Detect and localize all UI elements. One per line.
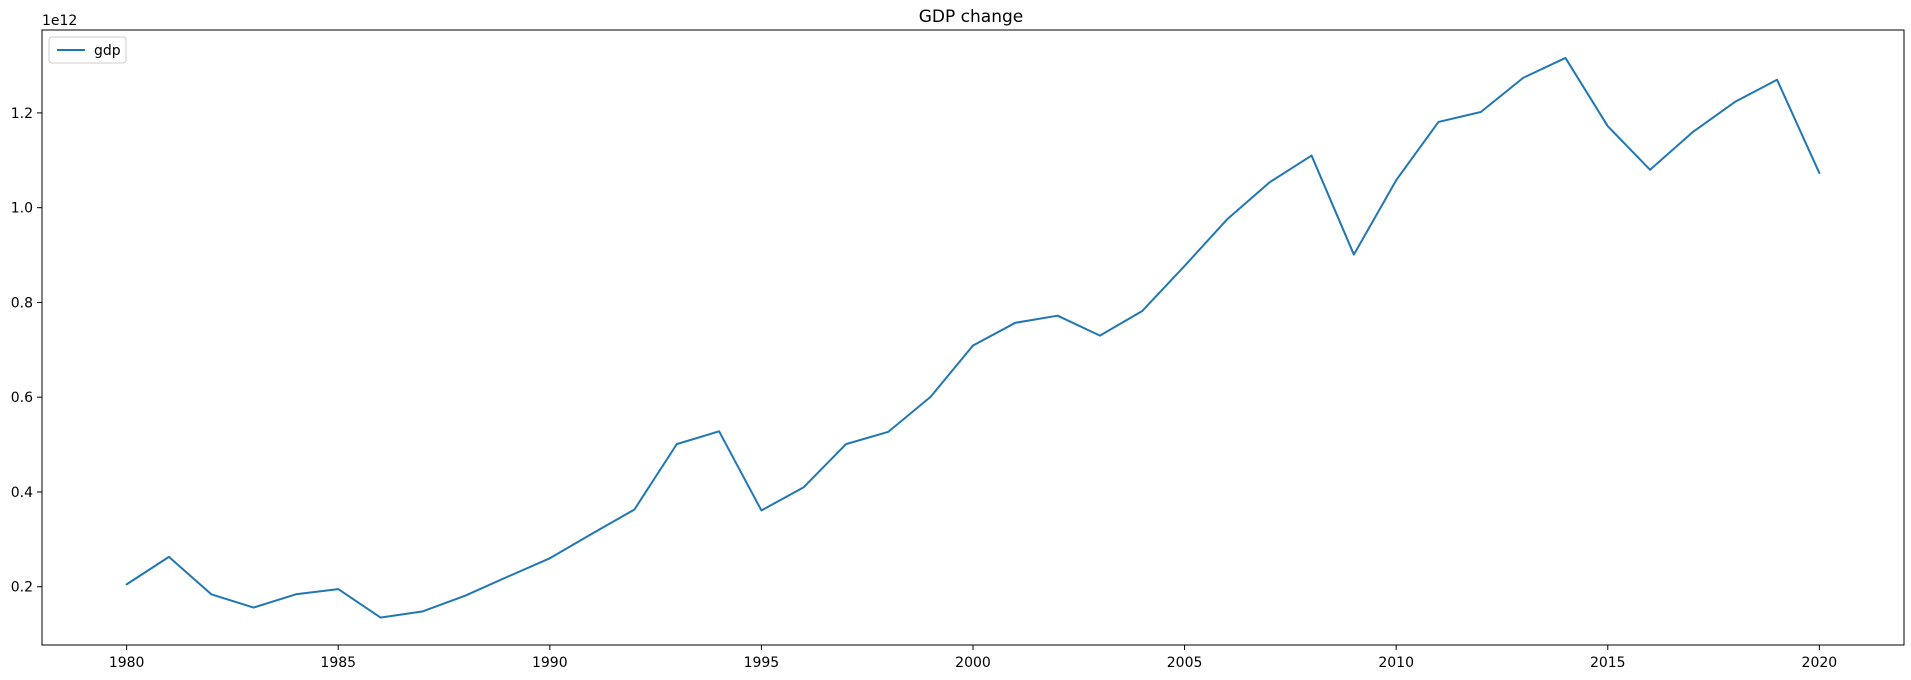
- x-tick-label: 1980: [109, 655, 145, 671]
- x-tick-label: 1990: [532, 655, 568, 671]
- plot-frame: [41, 29, 1905, 646]
- y-tick-label: 0.4: [11, 485, 33, 501]
- x-tick-label: 2010: [1378, 655, 1414, 671]
- x-tick-label: 2000: [955, 655, 991, 671]
- y-tick-label: 0.2: [11, 580, 33, 596]
- x-tick-label: 2020: [1802, 655, 1838, 671]
- y-axis: 0.2 0.4 0.6 0.8 1.0 1.2: [11, 106, 42, 596]
- legend-label: gdp: [94, 43, 121, 59]
- x-tick-label: 2015: [1590, 655, 1626, 671]
- y-tick-label: 0.8: [11, 295, 33, 311]
- x-tick-label: 1985: [320, 655, 356, 671]
- y-offset-label: 1e12: [42, 13, 77, 29]
- x-axis: 1980 1985 1990 1995 2000 2005 2010 2015 2020: [109, 645, 1837, 671]
- y-tick-label: 0.6: [11, 390, 33, 406]
- legend-box: [48, 36, 127, 64]
- x-tick-label: 2005: [1167, 655, 1203, 671]
- plot-lines: [125, 56, 1821, 619]
- chart-title: GDP change: [919, 7, 1023, 27]
- y-tick-label: 1.2: [11, 106, 33, 122]
- series-line-gdp: [125, 56, 1821, 619]
- x-tick-label: 1995: [744, 655, 780, 671]
- y-tick-label: 1.0: [11, 201, 33, 217]
- legend: gdp: [48, 36, 127, 64]
